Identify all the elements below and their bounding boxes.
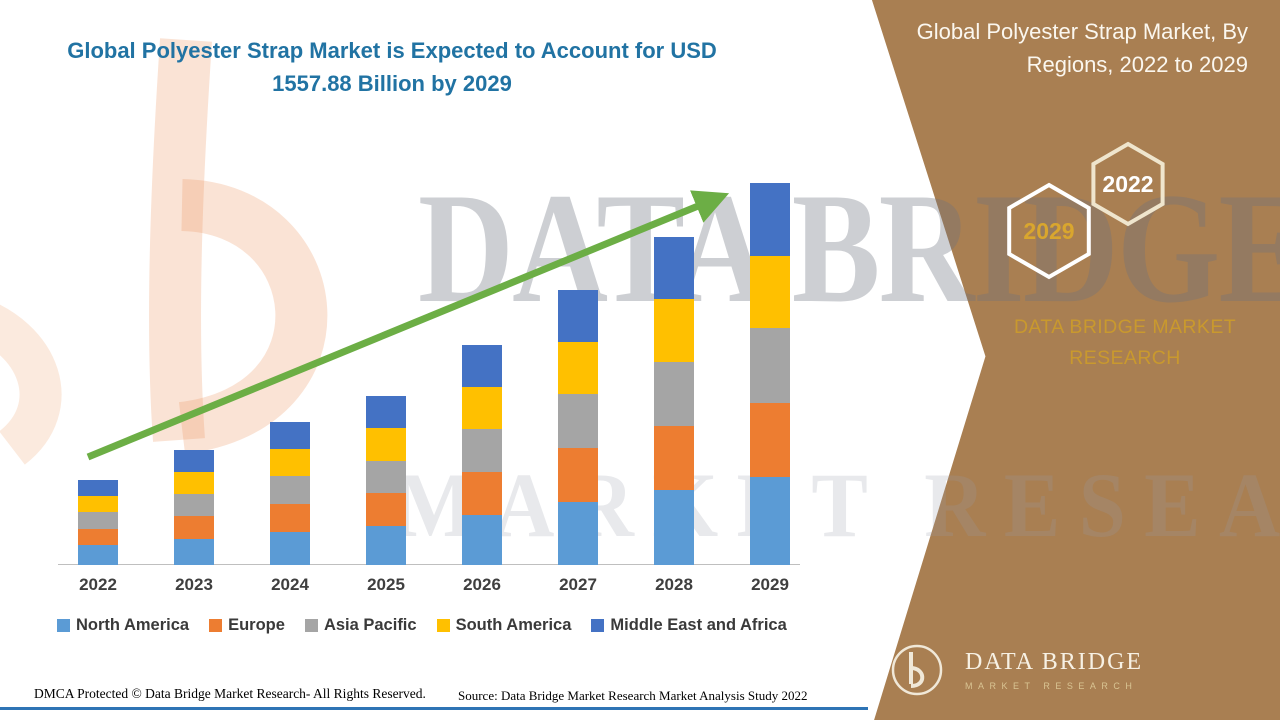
bar-segment (174, 450, 214, 473)
legend-label: Middle East and Africa (610, 616, 787, 634)
bottom-accent-strip (0, 707, 868, 710)
bar-segment (750, 328, 790, 403)
bar-2024 (270, 421, 310, 565)
legend-item: North America (57, 616, 189, 635)
bar-segment (174, 538, 214, 565)
bar-segment (174, 472, 214, 494)
bars-row (78, 183, 790, 565)
x-axis-label: 2027 (559, 575, 597, 594)
bar-2025 (366, 396, 406, 565)
bar-segment (78, 545, 118, 565)
panel-title: Global Polyester Strap Market, By Region… (916, 19, 1248, 77)
bar-segment (750, 402, 790, 478)
bar-segment (462, 514, 502, 565)
bar-segment (750, 183, 790, 256)
bar-segment (78, 479, 118, 496)
legend-label: South America (455, 616, 572, 634)
badge-2029-label: 2029 (1023, 218, 1074, 244)
bar-segment (558, 394, 598, 449)
bar-2028 (654, 236, 694, 565)
brand-name: DATA BRIDGE MARKET RESEARCH (1013, 316, 1237, 370)
bar-segment (270, 421, 310, 449)
hexagon-2022 (1091, 141, 1165, 227)
bar-segment (270, 504, 310, 533)
bar-2026 (462, 345, 502, 565)
bar-2022 (78, 479, 118, 565)
bar-segment (654, 299, 694, 362)
legend-label: North America (76, 616, 190, 634)
page-title: Global Polyester Strap Market is Expecte… (67, 38, 717, 96)
legend-item: Europe (209, 616, 285, 635)
bar-2023 (174, 450, 214, 565)
bar-segment (750, 255, 790, 329)
bar-segment (366, 493, 406, 527)
bar-segment (174, 516, 214, 539)
bar-segment (78, 528, 118, 546)
footer-logo-title: DATA BRIDGE (965, 649, 1144, 675)
bar-segment (462, 345, 502, 388)
bar-segment (78, 512, 118, 529)
legend-item: Asia Pacific (304, 616, 417, 635)
footer-logo-subtitle: MARKET RESEARCH (965, 681, 1138, 691)
x-axis-label: 2029 (751, 575, 789, 594)
bar-segment (558, 448, 598, 502)
bar-segment (654, 236, 694, 300)
x-axis-label: 2028 (655, 575, 693, 594)
bar-segment (558, 342, 598, 395)
dmca-notice: DMCA Protected © Data Bridge Market Rese… (34, 686, 426, 701)
legend-swatch (209, 619, 223, 632)
legend-item: Middle East and Africa (591, 616, 787, 635)
x-axis-label: 2024 (271, 575, 309, 594)
bar-segment (558, 501, 598, 565)
x-axis-label: 2025 (367, 575, 405, 594)
legend-label: Asia Pacific (323, 616, 417, 634)
bar-segment (174, 493, 214, 517)
badge-2022-label: 2022 (1102, 171, 1153, 197)
x-axis-line (58, 564, 800, 565)
bar-segment (366, 428, 406, 461)
x-axis-label: 2023 (175, 575, 213, 594)
bar-segment (750, 477, 790, 565)
bar-segment (462, 428, 502, 472)
legend-item: South America (436, 616, 572, 635)
bar-segment (654, 425, 694, 490)
bar-segment (366, 396, 406, 429)
x-axis-labels: 2022 2023 2024 2025 2026 2027 2028 2029 (78, 575, 790, 595)
year-badges: 2029 2022 (1007, 141, 1165, 280)
x-axis-label: 2022 (79, 575, 117, 594)
bar-segment (78, 495, 118, 513)
bar-2029 (750, 183, 790, 565)
hexagon-2029 (1007, 182, 1091, 280)
footer-logo: DATA BRIDGE MARKET RESEARCH (885, 638, 1143, 702)
legend-swatch (436, 619, 450, 632)
legend: North America Europe Asia Pacific South Ame… (57, 616, 847, 635)
bar-segment (270, 448, 310, 477)
x-axis-label: 2026 (463, 575, 501, 594)
bar-segment (270, 476, 310, 505)
legend-swatch (591, 619, 605, 632)
source-note: Source: Data Bridge Market Research Mark… (458, 688, 808, 703)
bar-2027 (558, 289, 598, 565)
data-bridge-logo-icon (891, 644, 943, 696)
bar-segment (654, 361, 694, 426)
legend-swatch (304, 619, 318, 632)
legend-label: Europe (228, 616, 285, 634)
bar-segment (654, 489, 694, 565)
bar-segment (366, 526, 406, 565)
legend-swatch (57, 619, 70, 632)
bar-segment (558, 289, 598, 343)
bar-segment (270, 532, 310, 565)
bar-segment (462, 387, 502, 429)
bar-segment (366, 460, 406, 494)
bar-segment (462, 471, 502, 515)
